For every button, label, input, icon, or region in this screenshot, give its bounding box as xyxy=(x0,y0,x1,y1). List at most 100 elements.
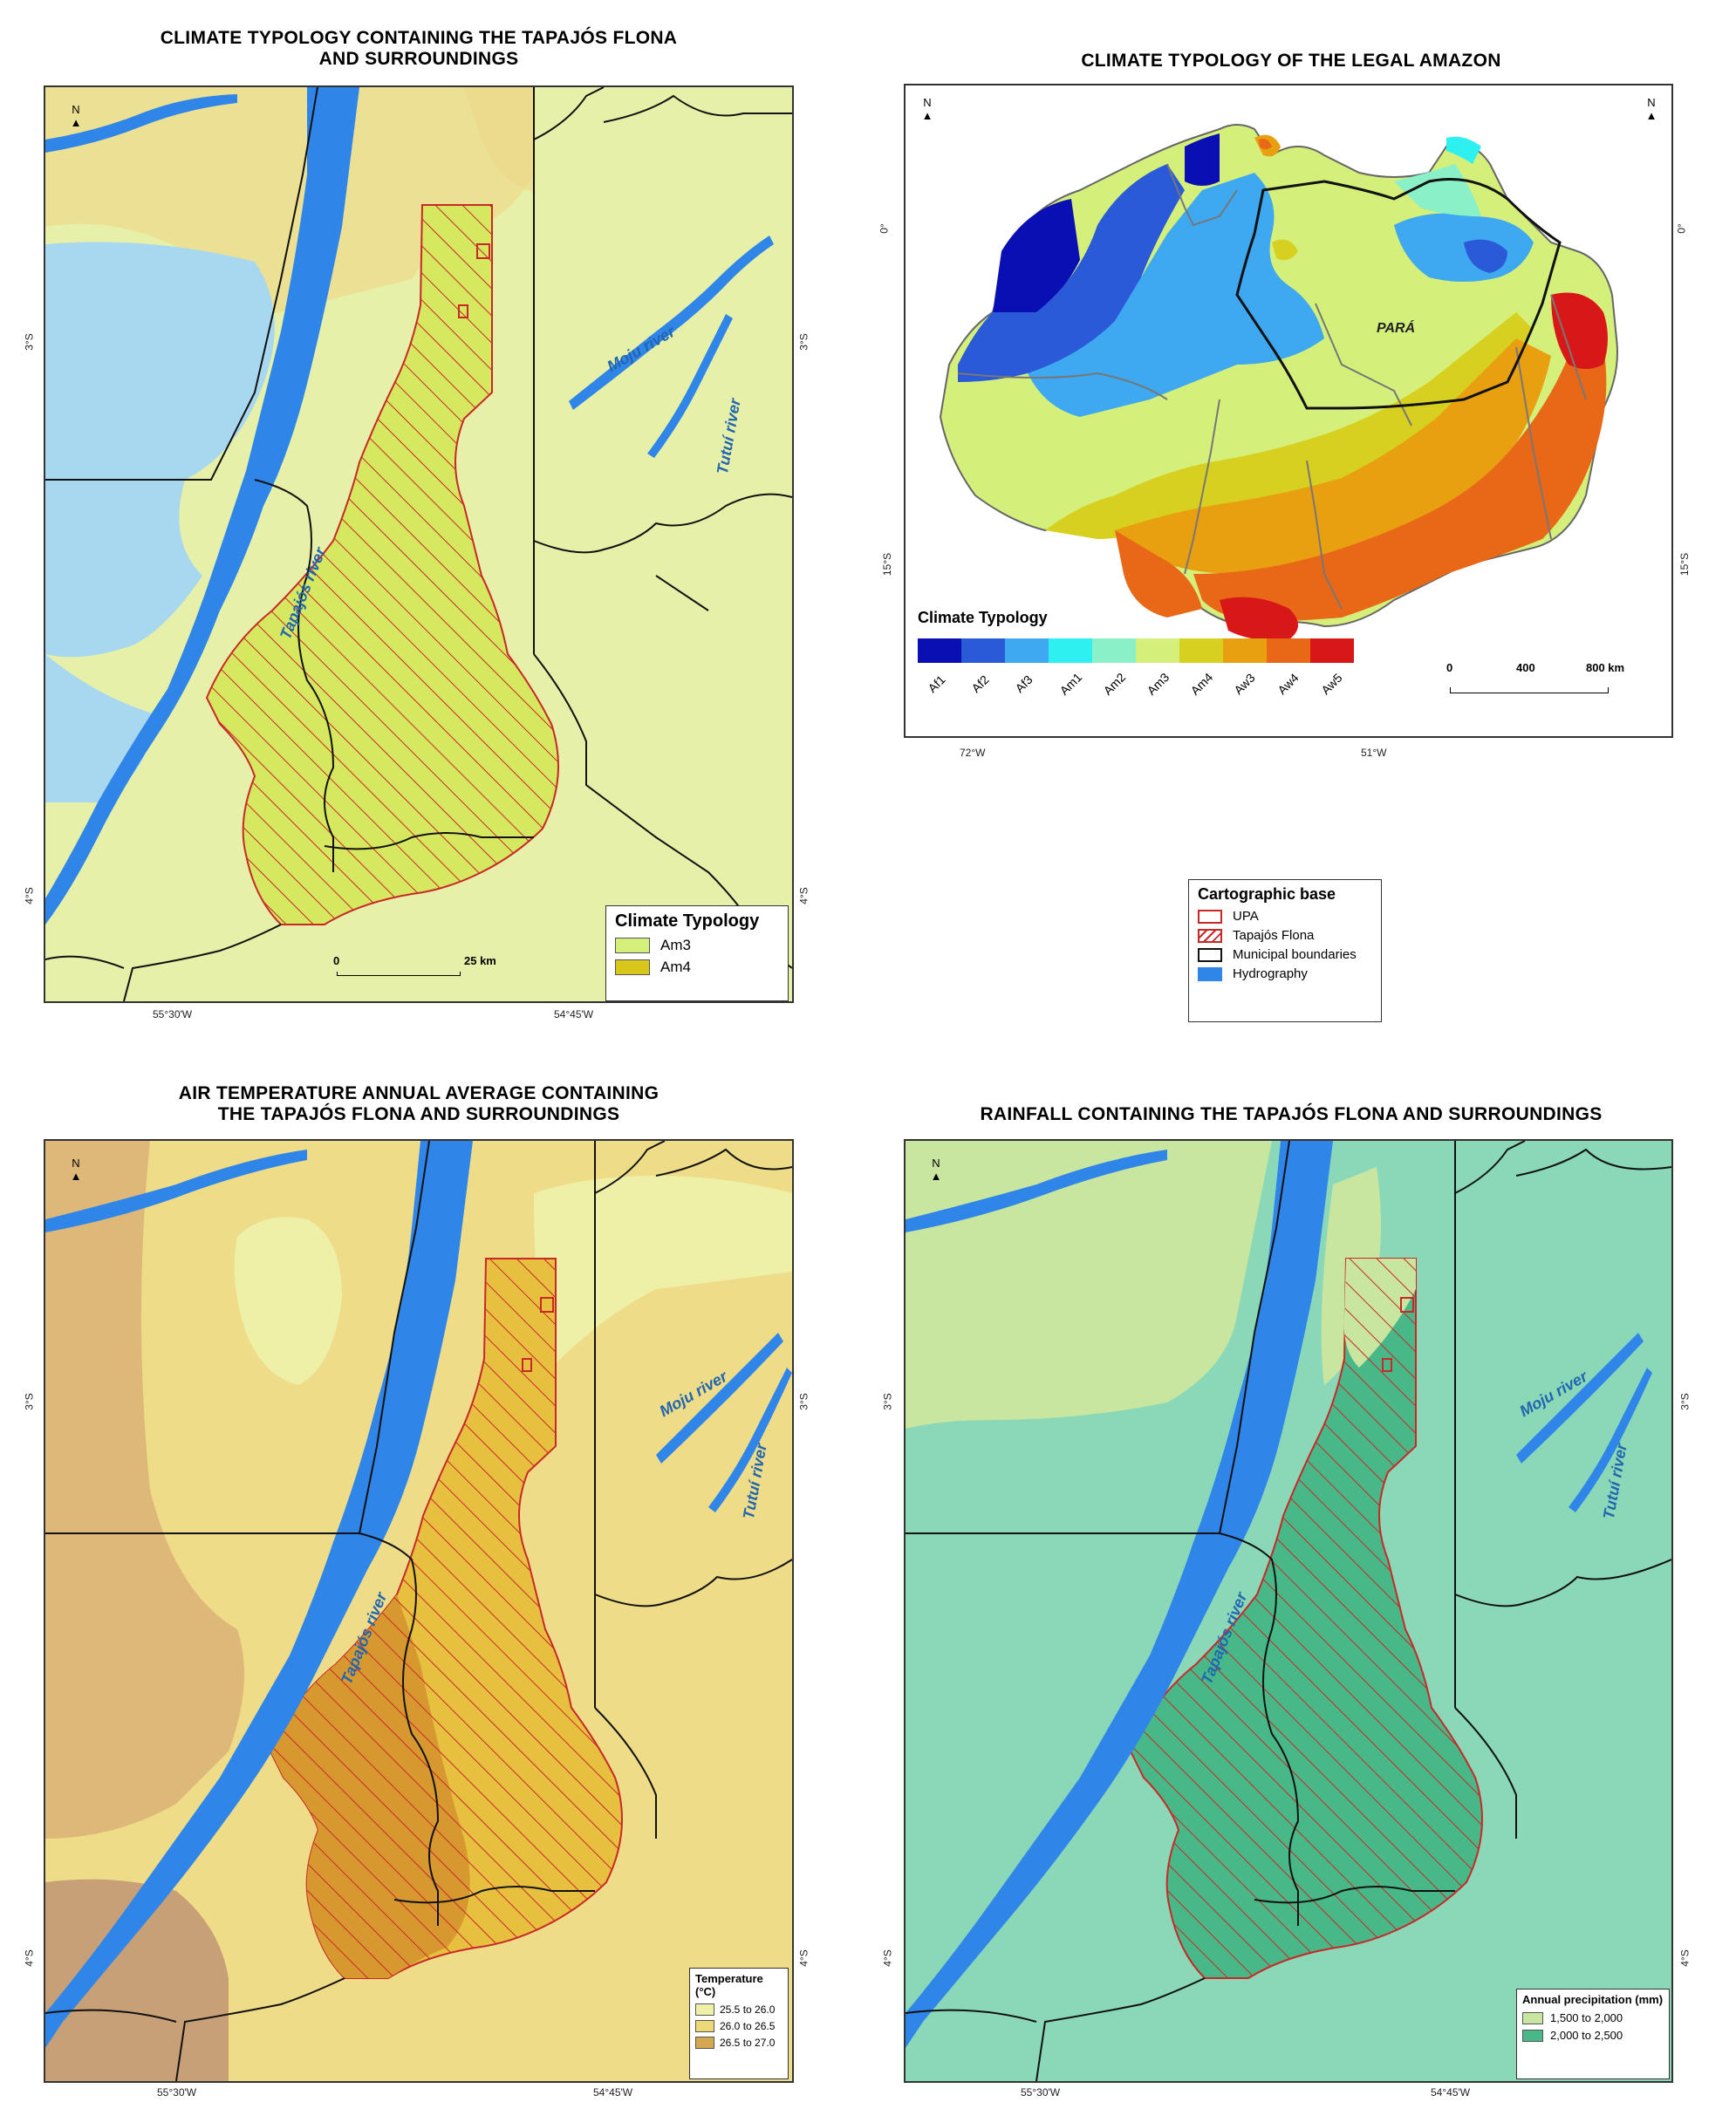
af1-zone xyxy=(993,199,1080,317)
legend-item-am4: Am4 xyxy=(615,959,779,976)
am4-zone-right xyxy=(464,87,534,192)
precip-1500-zone xyxy=(906,1141,1272,1429)
flona-swatch xyxy=(1198,928,1222,943)
af2-zone-east xyxy=(1464,239,1507,273)
lon-label: 54°45'W xyxy=(554,1008,594,1020)
legend-swatch-aw5 xyxy=(1310,638,1354,663)
legend-swatch-af2 xyxy=(961,638,1005,663)
temp-25-5-zone-east xyxy=(534,1176,792,1368)
temp-26-5-zone-west xyxy=(45,1141,244,1839)
lat-label: 3°S xyxy=(23,333,36,351)
legend-swatch-am2 xyxy=(1092,638,1136,663)
legend-label-af3: Af3 xyxy=(1012,672,1035,696)
upa-swatch xyxy=(1198,909,1222,924)
upper-river-branch xyxy=(45,1150,307,1232)
legend-title: Climate Typology xyxy=(615,911,760,931)
am4-zone-small xyxy=(1272,239,1298,261)
lon-label: 55°30'W xyxy=(157,2086,197,2099)
hydrography-swatch xyxy=(1198,966,1222,981)
legend-item-boundaries: Municipal boundaries xyxy=(1198,947,1372,962)
lon-label: 72°W xyxy=(960,747,986,759)
tapajos-river xyxy=(45,87,359,925)
moju-river xyxy=(1516,1333,1644,1464)
north-arrow-icon: N ▲ xyxy=(70,1157,82,1183)
legend-swatch-af1 xyxy=(918,638,961,663)
temperature-legend: Temperature (°C) 25.5 to 26.0 26.0 to 26… xyxy=(689,1968,789,2079)
af3-zone xyxy=(45,242,275,658)
temp-swatch-3 xyxy=(695,2037,714,2049)
swatch-am4 xyxy=(615,959,650,975)
legend-label-af2: Af2 xyxy=(968,672,992,696)
legend-item-am3: Am3 xyxy=(615,937,779,954)
legend-swatch-af3 xyxy=(1005,638,1049,663)
cartographic-base-legend: Cartographic base UPA Tapajós Flona Muni… xyxy=(1188,879,1382,1022)
am4-zone xyxy=(1045,312,1534,539)
boundary-swatch xyxy=(1198,947,1222,962)
climate-typology-flona-title: CLIMATE TYPOLOGY CONTAINING THE TAPAJÓS … xyxy=(160,28,678,69)
rainfall-map[interactable]: N ▲ Tapajós river Moju river Tutuí river … xyxy=(904,1139,1673,2083)
scale-label-800: 800 km xyxy=(1586,661,1625,674)
upa-marker xyxy=(522,1358,532,1372)
climate-typology-amazon-title: CLIMATE TYPOLOGY OF THE LEGAL AMAZON xyxy=(1081,51,1501,71)
legend-label-am4: Am4 xyxy=(1187,670,1216,698)
lat-label: 0° xyxy=(1675,223,1688,234)
para-state-label: PARÁ xyxy=(1377,321,1416,336)
climate-typology-flona-map[interactable]: N ▲ Tapajós river Moju river Tutuí river … xyxy=(44,85,794,1003)
legend-label-aw4: Aw4 xyxy=(1275,670,1302,698)
am2-zone xyxy=(1394,164,1481,216)
tutui-river xyxy=(1569,1368,1652,1512)
legend-swatch-aw4 xyxy=(1267,638,1310,663)
am1-zone xyxy=(1446,136,1481,164)
rainfall-title: RAINFALL CONTAINING THE TAPAJÓS FLONA AN… xyxy=(980,1104,1603,1124)
af3-zone xyxy=(1028,173,1324,417)
legend-item-precip-2: 2,000 to 2,500 xyxy=(1522,2029,1664,2042)
legend-item-upa: UPA xyxy=(1198,909,1372,924)
amazon-legend-bar xyxy=(918,638,1354,663)
precip-swatch-2 xyxy=(1522,2029,1543,2042)
legend-label-aw3: Aw3 xyxy=(1231,670,1258,698)
precipitation-legend: Annual precipitation (mm) 1,500 to 2,000… xyxy=(1516,1989,1670,2079)
para-state-outline xyxy=(1235,178,1562,410)
am4-zone xyxy=(45,87,534,314)
af2-zone xyxy=(958,164,1185,382)
lat-label: 4°S xyxy=(23,1949,36,1967)
legend-item-temp-1: 25.5 to 26.0 xyxy=(695,2003,783,2016)
temperature-legend-title: Temperature (°C) xyxy=(695,1972,763,1998)
af1-zone-north xyxy=(1185,133,1220,186)
aw4-zone xyxy=(1193,347,1607,622)
legend-label-am2: Am2 xyxy=(1100,670,1129,698)
lat-label: 15°S xyxy=(1678,552,1692,577)
lon-label: 55°30'W xyxy=(1021,2086,1061,2099)
legend-item-precip-1: 1,500 to 2,000 xyxy=(1522,2011,1664,2024)
aw4-zone-north xyxy=(1259,139,1272,149)
lat-label: 0° xyxy=(878,223,891,234)
legend-label-am1: Am1 xyxy=(1056,670,1085,698)
north-arrow-icon: N ▲ xyxy=(70,103,82,129)
temp-swatch-1 xyxy=(695,2003,714,2016)
rainfall-map-canvas xyxy=(906,1141,1671,2081)
af3-zone-lower xyxy=(45,654,159,802)
upa-marker xyxy=(1400,1297,1414,1313)
north-arrow-icon: N ▲ xyxy=(1645,96,1657,122)
lat-label: 3°S xyxy=(23,1393,36,1410)
lon-label: 55°30'W xyxy=(153,1008,193,1020)
upa-marker xyxy=(540,1297,554,1313)
lat-label: 4°S xyxy=(797,887,810,904)
scale-label-0: 0 xyxy=(1446,661,1453,674)
cartographic-base-title: Cartographic base xyxy=(1198,885,1336,903)
upa-marker xyxy=(476,243,490,259)
legend-item-temp-3: 26.5 to 27.0 xyxy=(695,2037,783,2049)
legend-item-flona: Tapajós Flona xyxy=(1198,928,1372,943)
scale-zero-label: 0 xyxy=(333,954,340,967)
aw5-zone xyxy=(1551,292,1608,369)
upa-marker xyxy=(1382,1358,1392,1372)
air-temperature-map[interactable]: N ▲ Tapajós river Moju river Tutuí river … xyxy=(44,1139,794,2083)
lat-label: 15°S xyxy=(881,552,894,577)
amazon-legend-labels: Af1 Af2 Af3 Am1 Am2 Am3 Am4 Aw3 Aw4 Aw5 xyxy=(918,670,1354,706)
legend-swatch-am3 xyxy=(1136,638,1179,663)
lat-label: 3°S xyxy=(797,1393,810,1410)
upa-marker xyxy=(458,304,468,318)
scale-label-400: 400 xyxy=(1516,661,1535,674)
climate-typology-amazon-map[interactable]: N ▲ N ▲ PARÁ Climate Typology Af1 Af2 Af3 Am1… xyxy=(904,84,1673,738)
aw4-zone-south xyxy=(1115,530,1202,618)
